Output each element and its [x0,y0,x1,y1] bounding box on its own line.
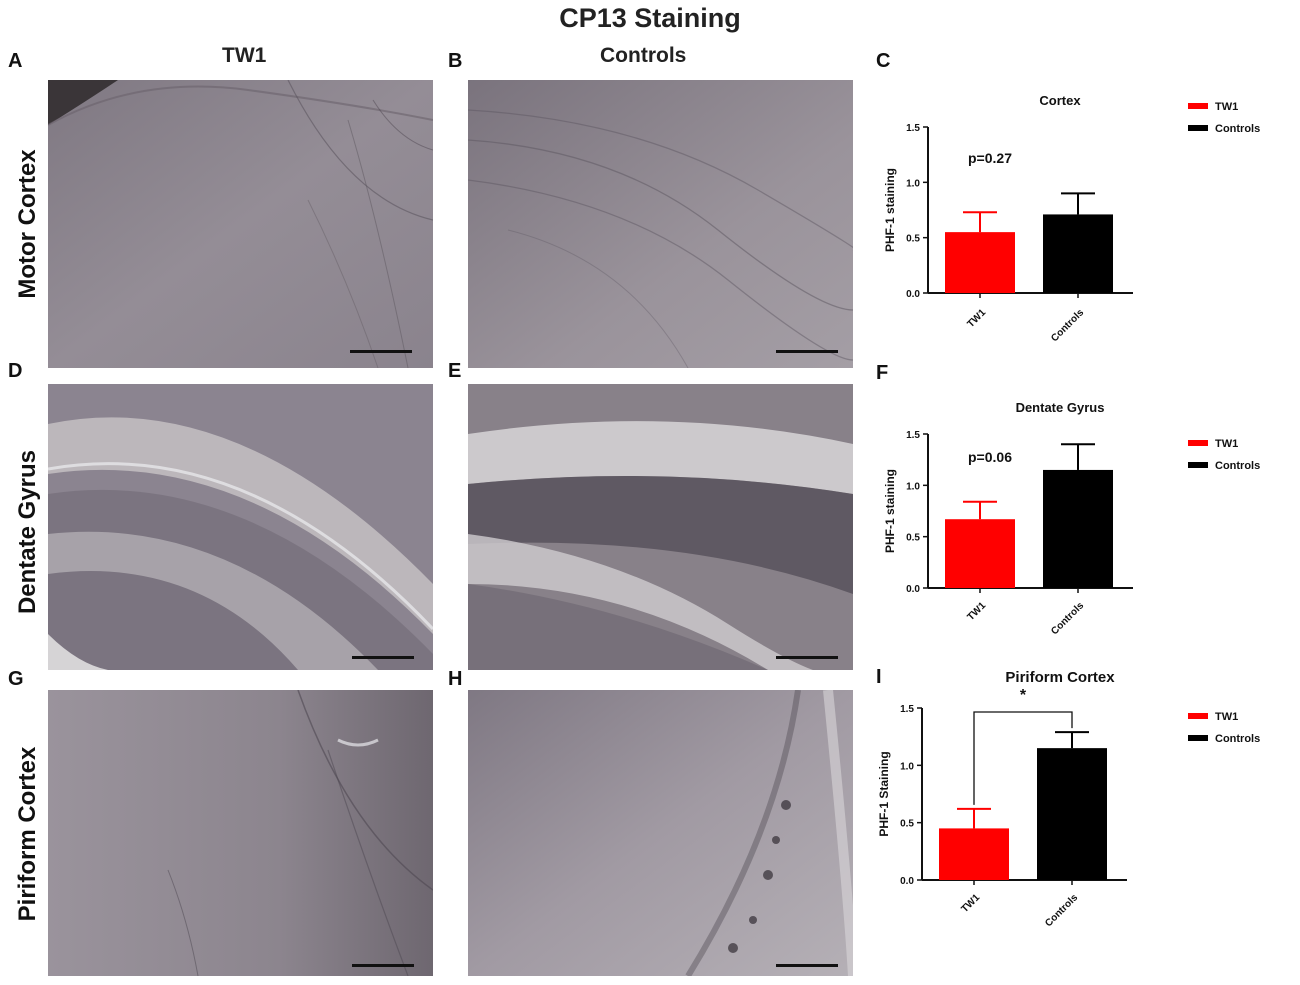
bar-tw1 [939,828,1009,880]
row-label-dentate-gyrus: Dentate Gyrus [14,449,41,615]
x-tick-label: TW1 [959,892,982,915]
y-tick-label: 1.0 [906,481,920,492]
bar-controls [1043,469,1113,588]
chart-title: Cortex [1039,93,1081,108]
micrograph-dentate-gyrus-controls [468,384,853,670]
y-tick-label: 0.0 [900,876,914,887]
legend-label-tw1: TW1 [1215,438,1238,450]
legend-label-tw1: TW1 [1215,101,1238,113]
legend-swatch-controls [1188,125,1208,131]
panel-letter-c: C [876,50,891,72]
legend-label-controls: Controls [1215,123,1260,135]
y-tick-label: 0.5 [900,819,914,830]
y-tick-label: 1.0 [906,178,920,189]
panel-letter-h: H [448,668,463,690]
panel-letter-i: I [876,666,882,688]
row-label-motor-cortex: Motor Cortex [14,149,41,299]
y-tick-label: 0.0 [906,289,920,300]
y-tick-label: 1.5 [906,430,920,441]
p-value-annotation: p=0.06 [968,449,1012,465]
scale-bar-a [350,350,412,353]
bar-controls [1043,214,1113,293]
column-header-tw1: TW1 [222,44,267,67]
panel-letter-g: G [8,668,24,690]
x-tick-label: TW1 [965,600,988,623]
y-tick-label: 0.5 [906,533,920,544]
micrograph-dentate-gyrus-tw1 [48,384,433,670]
legend-label-tw1: TW1 [1215,711,1238,723]
significance-star: * [1020,687,1027,704]
y-tick-label: 1.0 [900,761,914,772]
p-value-annotation: p=0.27 [968,150,1012,166]
scale-bar-b [776,350,838,353]
row-label-piriform-cortex: Piriform Cortex [14,746,41,922]
y-tick-label: 0.5 [906,234,920,245]
panel-letter-d: D [8,360,23,382]
panel-letter-a: A [8,50,23,72]
legend-swatch-tw1 [1188,440,1208,446]
x-tick-label: Controls [1049,600,1086,637]
bar-chart-piriform-cortex: Piriform Cortex PHF-1 Staining 0.0 0.5 1.0 1.… [870,662,1295,962]
scale-bar-g [352,964,414,967]
micrograph-motor-cortex-controls [468,80,853,368]
x-tick-label: TW1 [965,307,988,330]
panel-letter-e: E [448,360,462,382]
y-tick-label: 1.5 [906,123,920,134]
legend-label-controls: Controls [1215,460,1260,472]
y-axis-label: PHF-1 staining [883,469,897,553]
y-tick-label: 1.5 [900,704,914,715]
scale-bar-h [776,964,838,967]
bar-controls [1037,748,1107,880]
significance-bracket [973,711,1073,805]
figure-title: CP13 Staining [559,3,741,33]
bar-chart-cortex: Cortex PHF-1 staining 0.0 0.5 1.0 1.5 TW1 Contr… [870,85,1295,355]
legend-swatch-tw1 [1188,713,1208,719]
bar-chart-dentate-gyrus: Dentate Gyrus PHF-1 staining 0.0 0.5 1.0 1.5 T… [870,392,1295,662]
legend-swatch-controls [1188,735,1208,741]
column-header-controls: Controls [600,44,687,67]
legend-swatch-tw1 [1188,103,1208,109]
micrograph-motor-cortex-tw1 [48,80,433,368]
chart-title: Dentate Gyrus [1016,400,1105,415]
y-tick-label: 0.0 [906,584,920,595]
x-tick-label: Controls [1049,307,1086,344]
bar-tw1 [945,519,1015,588]
x-tick-label: Controls [1043,892,1080,929]
panel-letter-f: F [876,362,889,384]
y-axis-label: PHF-1 Staining [877,751,891,836]
scale-bar-e [776,656,838,659]
micrograph-piriform-cortex-tw1 [48,690,433,976]
legend-swatch-controls [1188,462,1208,468]
scale-bar-d [352,656,414,659]
micrograph-piriform-cortex-controls [468,690,853,976]
chart-title: Piriform Cortex [1005,669,1115,686]
panel-letter-b: B [448,50,463,72]
bar-tw1 [945,232,1015,293]
legend-label-controls: Controls [1215,733,1260,745]
y-axis-label: PHF-1 staining [883,168,897,252]
